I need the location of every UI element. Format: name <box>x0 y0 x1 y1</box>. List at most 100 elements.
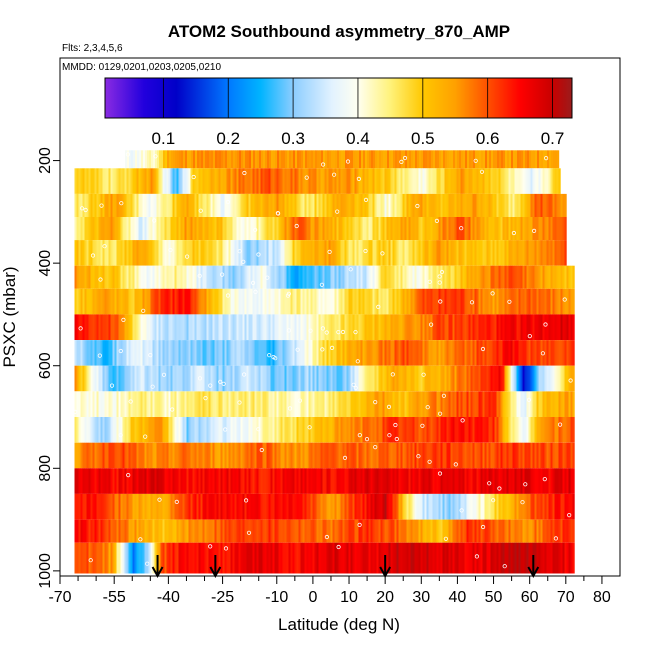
heat-cell <box>566 365 569 392</box>
heat-cell <box>158 265 161 289</box>
heat-cell <box>434 340 437 366</box>
sample-point <box>568 378 573 383</box>
heat-cell <box>398 391 401 417</box>
heat-cell <box>522 340 525 366</box>
heat-cell <box>88 314 91 340</box>
heat-cell <box>380 542 383 574</box>
heat-cell <box>468 314 471 340</box>
heat-cell <box>364 193 367 217</box>
heat-cell <box>490 391 493 417</box>
heat-cell <box>508 217 511 241</box>
heat-cell <box>520 288 523 315</box>
heat-cell <box>134 391 137 417</box>
heat-cell <box>542 240 545 266</box>
heat-cell <box>344 417 347 443</box>
heat-cell <box>194 168 197 194</box>
heat-cell <box>472 468 475 494</box>
heat-cell <box>372 340 375 366</box>
heat-cell <box>356 417 359 443</box>
heat-cell <box>462 193 465 217</box>
heat-cell <box>263 150 266 169</box>
heat-cell <box>558 240 561 266</box>
heat-cell <box>552 288 555 315</box>
heat-cell <box>302 340 305 366</box>
heat-cell <box>502 314 505 340</box>
heat-cell <box>474 314 477 340</box>
heat-cell <box>536 217 539 241</box>
heat-cell <box>159 150 162 169</box>
heat-cell <box>416 217 419 241</box>
heat-cell <box>198 417 201 443</box>
heat-cell <box>270 519 273 543</box>
heat-cell <box>380 340 383 366</box>
sample-point <box>497 486 502 491</box>
heat-cell <box>446 442 449 469</box>
heat-cell <box>130 542 133 574</box>
heat-cell <box>498 340 501 366</box>
heat-cell <box>288 193 291 217</box>
heat-cell <box>248 168 251 194</box>
heat-cell <box>258 168 261 194</box>
heat-cell <box>224 168 227 194</box>
heat-cell <box>142 365 145 392</box>
heat-cell <box>258 314 261 340</box>
heat-cell <box>176 365 179 392</box>
heat-cell <box>304 288 307 315</box>
sample-point <box>399 159 404 164</box>
heat-cell <box>541 150 544 169</box>
heat-cell <box>194 217 197 241</box>
heat-cell <box>184 314 187 340</box>
heat-cell <box>560 193 563 217</box>
heat-cell <box>212 493 215 520</box>
heat-cell <box>94 240 97 266</box>
heat-cell <box>434 468 437 494</box>
heat-cell <box>158 542 161 574</box>
heat-cell <box>456 391 459 417</box>
heat-cell <box>550 288 553 315</box>
heat-cell <box>186 288 189 315</box>
heat-cell <box>302 468 305 494</box>
heat-cell <box>332 340 335 366</box>
heat-cell <box>316 288 319 315</box>
heat-cell <box>78 340 81 366</box>
heat-cell <box>130 519 133 543</box>
heat-cell <box>104 265 107 289</box>
heat-cell <box>374 493 377 520</box>
heat-cell <box>554 288 557 315</box>
heat-cell <box>222 168 225 194</box>
heat-cell <box>562 265 565 289</box>
sample-point <box>138 537 143 542</box>
heat-cell <box>394 288 397 315</box>
heat-cell <box>252 542 255 574</box>
heat-cell <box>196 542 199 574</box>
sample-point <box>126 472 131 478</box>
heat-cell <box>328 340 331 366</box>
heat-cell <box>190 442 193 469</box>
heat-cell <box>436 240 439 266</box>
heat-cell <box>246 442 249 469</box>
heat-cell <box>125 150 128 169</box>
heat-cell <box>244 240 247 266</box>
heat-cell <box>452 442 455 469</box>
heat-cell <box>140 314 143 340</box>
heat-cell <box>430 365 433 392</box>
heat-cell <box>446 391 449 417</box>
heat-cell <box>354 314 357 340</box>
heat-cell <box>419 150 422 169</box>
heat-cell <box>429 150 432 169</box>
heat-cell <box>286 193 289 217</box>
heat-cell <box>124 417 127 443</box>
heat-cell <box>276 417 279 443</box>
heat-cell <box>254 542 257 574</box>
heat-cell <box>516 217 519 241</box>
heat-cell <box>466 442 469 469</box>
heat-cell <box>398 542 401 574</box>
sample-point <box>244 498 249 503</box>
heat-cell <box>182 168 185 194</box>
heat-cell <box>466 340 469 366</box>
heat-cell <box>530 340 533 366</box>
heat-cell <box>186 193 189 217</box>
heat-cell <box>130 468 133 494</box>
heat-cell <box>84 542 87 574</box>
